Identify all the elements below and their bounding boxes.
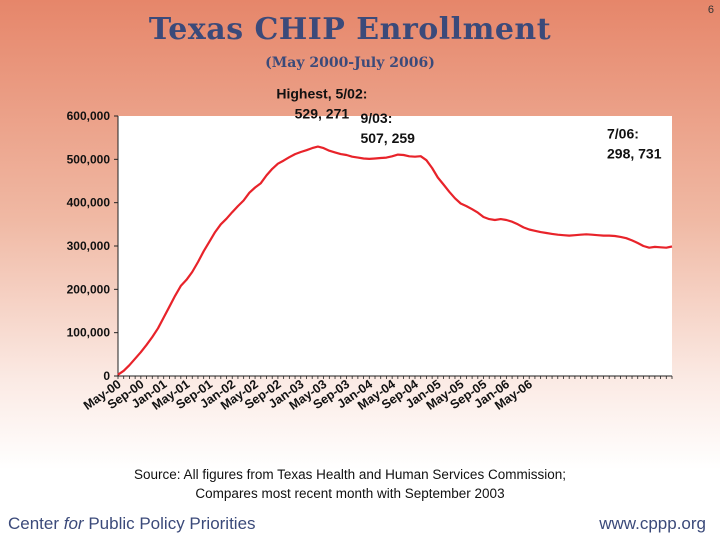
annotation-line-1: 9/03: [360, 110, 392, 126]
annotation-line-2: 529, 271 [295, 106, 350, 122]
annotation-line-1: 7/06: [607, 126, 639, 142]
annotation-line-1: Highest, 5/02: [276, 86, 367, 102]
y-tick-label: 600,000 [67, 109, 111, 123]
organization-url[interactable]: www.cppp.org [599, 514, 706, 533]
source-note: Source: All figures from Texas Health an… [0, 465, 710, 503]
enrollment-line-chart: 0 100,000 200,000 300,000 400,000 500,000 600,… [67, 86, 673, 413]
organization-name: Center for Public Policy Priorities [8, 514, 256, 534]
y-tick-label: 300,000 [67, 239, 111, 253]
org-name-for: for [63, 514, 84, 533]
slide-subtitle: (May 2000-July 2006) [265, 55, 435, 71]
enrollment-series-line [117, 145, 673, 376]
y-tick-label: 100,000 [67, 326, 111, 340]
source-line-2: Compares most recent month with Septembe… [195, 486, 505, 501]
org-name-suffix: Public Policy Priorities [83, 514, 256, 533]
plot-area [118, 116, 672, 376]
page-number: 6 [707, 4, 714, 16]
y-tick-label: 0 [103, 369, 110, 383]
y-tick-label: 200,000 [67, 282, 111, 296]
y-tick-label: 500,000 [67, 152, 111, 166]
org-name-prefix: Center [8, 514, 64, 533]
annotation-line-2: 507, 259 [360, 130, 415, 146]
source-line-1: Source: All figures from Texas Health an… [134, 467, 566, 482]
annotation-line-2: 298, 731 [607, 146, 662, 162]
y-tick-label: 400,000 [67, 196, 111, 210]
slide-title: Texas CHIP Enrollment [148, 12, 552, 47]
